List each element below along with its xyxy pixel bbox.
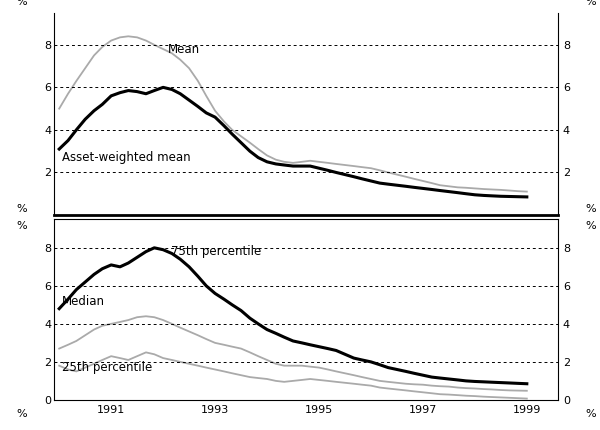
Text: %: % bbox=[586, 204, 596, 214]
Text: 25th percentile: 25th percentile bbox=[62, 361, 152, 375]
Text: Mean: Mean bbox=[169, 43, 200, 56]
Text: 75th percentile: 75th percentile bbox=[171, 246, 261, 258]
Text: %: % bbox=[16, 409, 26, 419]
Text: %: % bbox=[586, 0, 596, 7]
Text: %: % bbox=[16, 204, 26, 214]
Text: Asset-weighted mean: Asset-weighted mean bbox=[62, 151, 190, 164]
Text: %: % bbox=[586, 221, 596, 231]
Text: %: % bbox=[586, 409, 596, 419]
Text: Median: Median bbox=[62, 295, 105, 308]
Text: %: % bbox=[16, 221, 26, 231]
Text: %: % bbox=[16, 0, 26, 7]
